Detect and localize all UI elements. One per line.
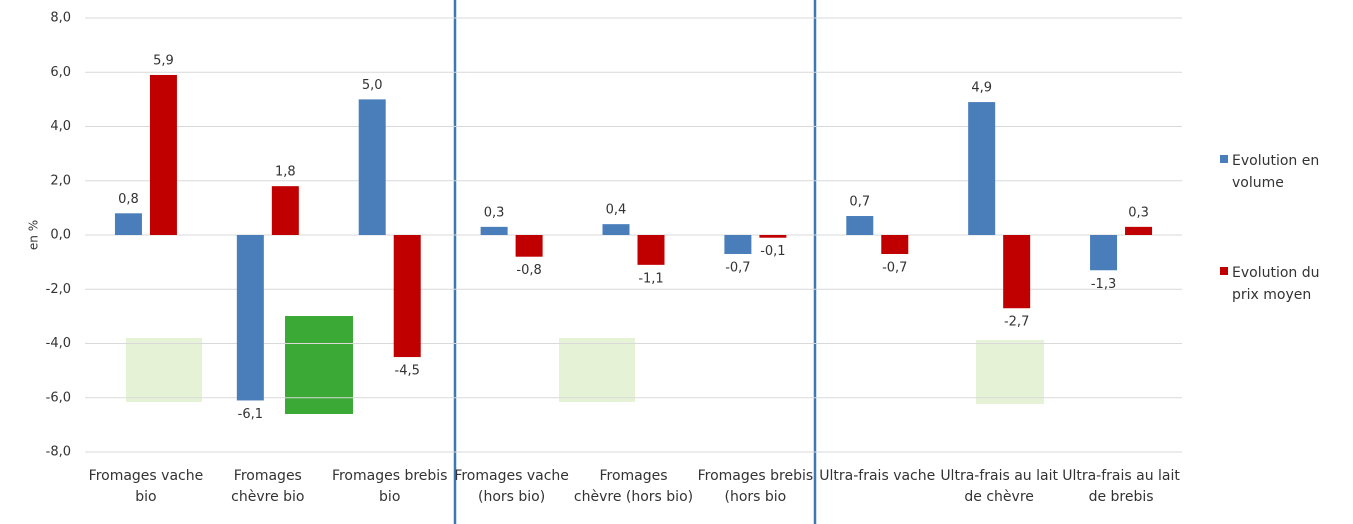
- bar: [393, 235, 421, 358]
- y-tick-label: 4,0: [50, 119, 71, 134]
- cheese-icon: [559, 338, 635, 402]
- value-label: 5,0: [362, 78, 383, 93]
- value-label: -4,5: [395, 364, 420, 379]
- y-tick-label: 6,0: [50, 65, 71, 80]
- x-tick-label: Fromages chèvre bio: [231, 468, 305, 505]
- bar: [149, 74, 177, 236]
- y-tick-label: 8,0: [50, 11, 71, 26]
- value-label: 0,7: [849, 195, 870, 210]
- x-tick-label: Fromages vache bio: [88, 468, 204, 505]
- ab-logo: [285, 316, 353, 414]
- legend-swatch: [1220, 267, 1228, 275]
- value-label: -0,1: [760, 244, 785, 259]
- value-label: -1,1: [638, 271, 663, 286]
- bar: [271, 186, 299, 235]
- cheese-icon: [126, 338, 202, 402]
- value-label: 0,8: [118, 192, 139, 207]
- value-label: -0,7: [725, 260, 750, 275]
- x-tick-label: Fromages chèvre (hors bio): [573, 468, 694, 505]
- y-tick-label: 2,0: [50, 173, 71, 188]
- value-label: -1,3: [1091, 277, 1116, 292]
- bar: [1125, 226, 1153, 235]
- x-tick-label: Fromages brebis bio: [331, 468, 448, 505]
- x-tick-label: Fromages brebis (hors bio: [697, 468, 814, 505]
- value-label: -2,7: [1004, 315, 1029, 330]
- bar: [724, 235, 752, 254]
- bar: [881, 235, 909, 254]
- y-axis-label: en %: [27, 220, 41, 250]
- bar: [1090, 235, 1118, 271]
- bar: [358, 99, 386, 235]
- bar: [480, 226, 508, 235]
- value-label: 1,8: [275, 165, 296, 180]
- yogurt-icon: [976, 340, 1044, 404]
- y-tick-label: -4,0: [46, 336, 71, 351]
- value-label: 4,9: [971, 81, 992, 96]
- value-label: 5,9: [153, 53, 174, 68]
- y-tick-label: 0,0: [50, 228, 71, 243]
- value-label: 0,3: [1128, 205, 1149, 220]
- bar: [515, 235, 543, 257]
- y-tick-label: -8,0: [46, 445, 71, 460]
- legend-label: Evolution en volume: [1232, 153, 1320, 191]
- value-label: 0,3: [484, 205, 505, 220]
- legend-swatch: [1220, 155, 1228, 163]
- bar: [637, 235, 665, 265]
- bar: [114, 213, 142, 235]
- x-tick-label: Ultra-frais au lait de brebis: [1062, 468, 1180, 505]
- x-tick-label: Fromages vache (hors bio): [454, 468, 569, 505]
- legend-label: Evolution du prix moyen: [1232, 265, 1320, 303]
- y-tick-label: -2,0: [46, 282, 71, 297]
- value-label: -6,1: [238, 407, 263, 422]
- bar: [968, 102, 996, 236]
- bar: [236, 235, 264, 401]
- bar: [846, 216, 874, 235]
- bar: [602, 224, 630, 235]
- bar: [1003, 235, 1031, 309]
- x-tick-label: Ultra-frais vache: [819, 468, 936, 484]
- x-tick-label: Ultra-frais au lait de chèvre: [940, 468, 1058, 505]
- value-label: -0,7: [882, 260, 907, 275]
- y-tick-label: -6,0: [46, 390, 71, 405]
- value-label: -0,8: [516, 263, 541, 278]
- bar: [759, 235, 787, 238]
- value-label: 0,4: [606, 203, 627, 218]
